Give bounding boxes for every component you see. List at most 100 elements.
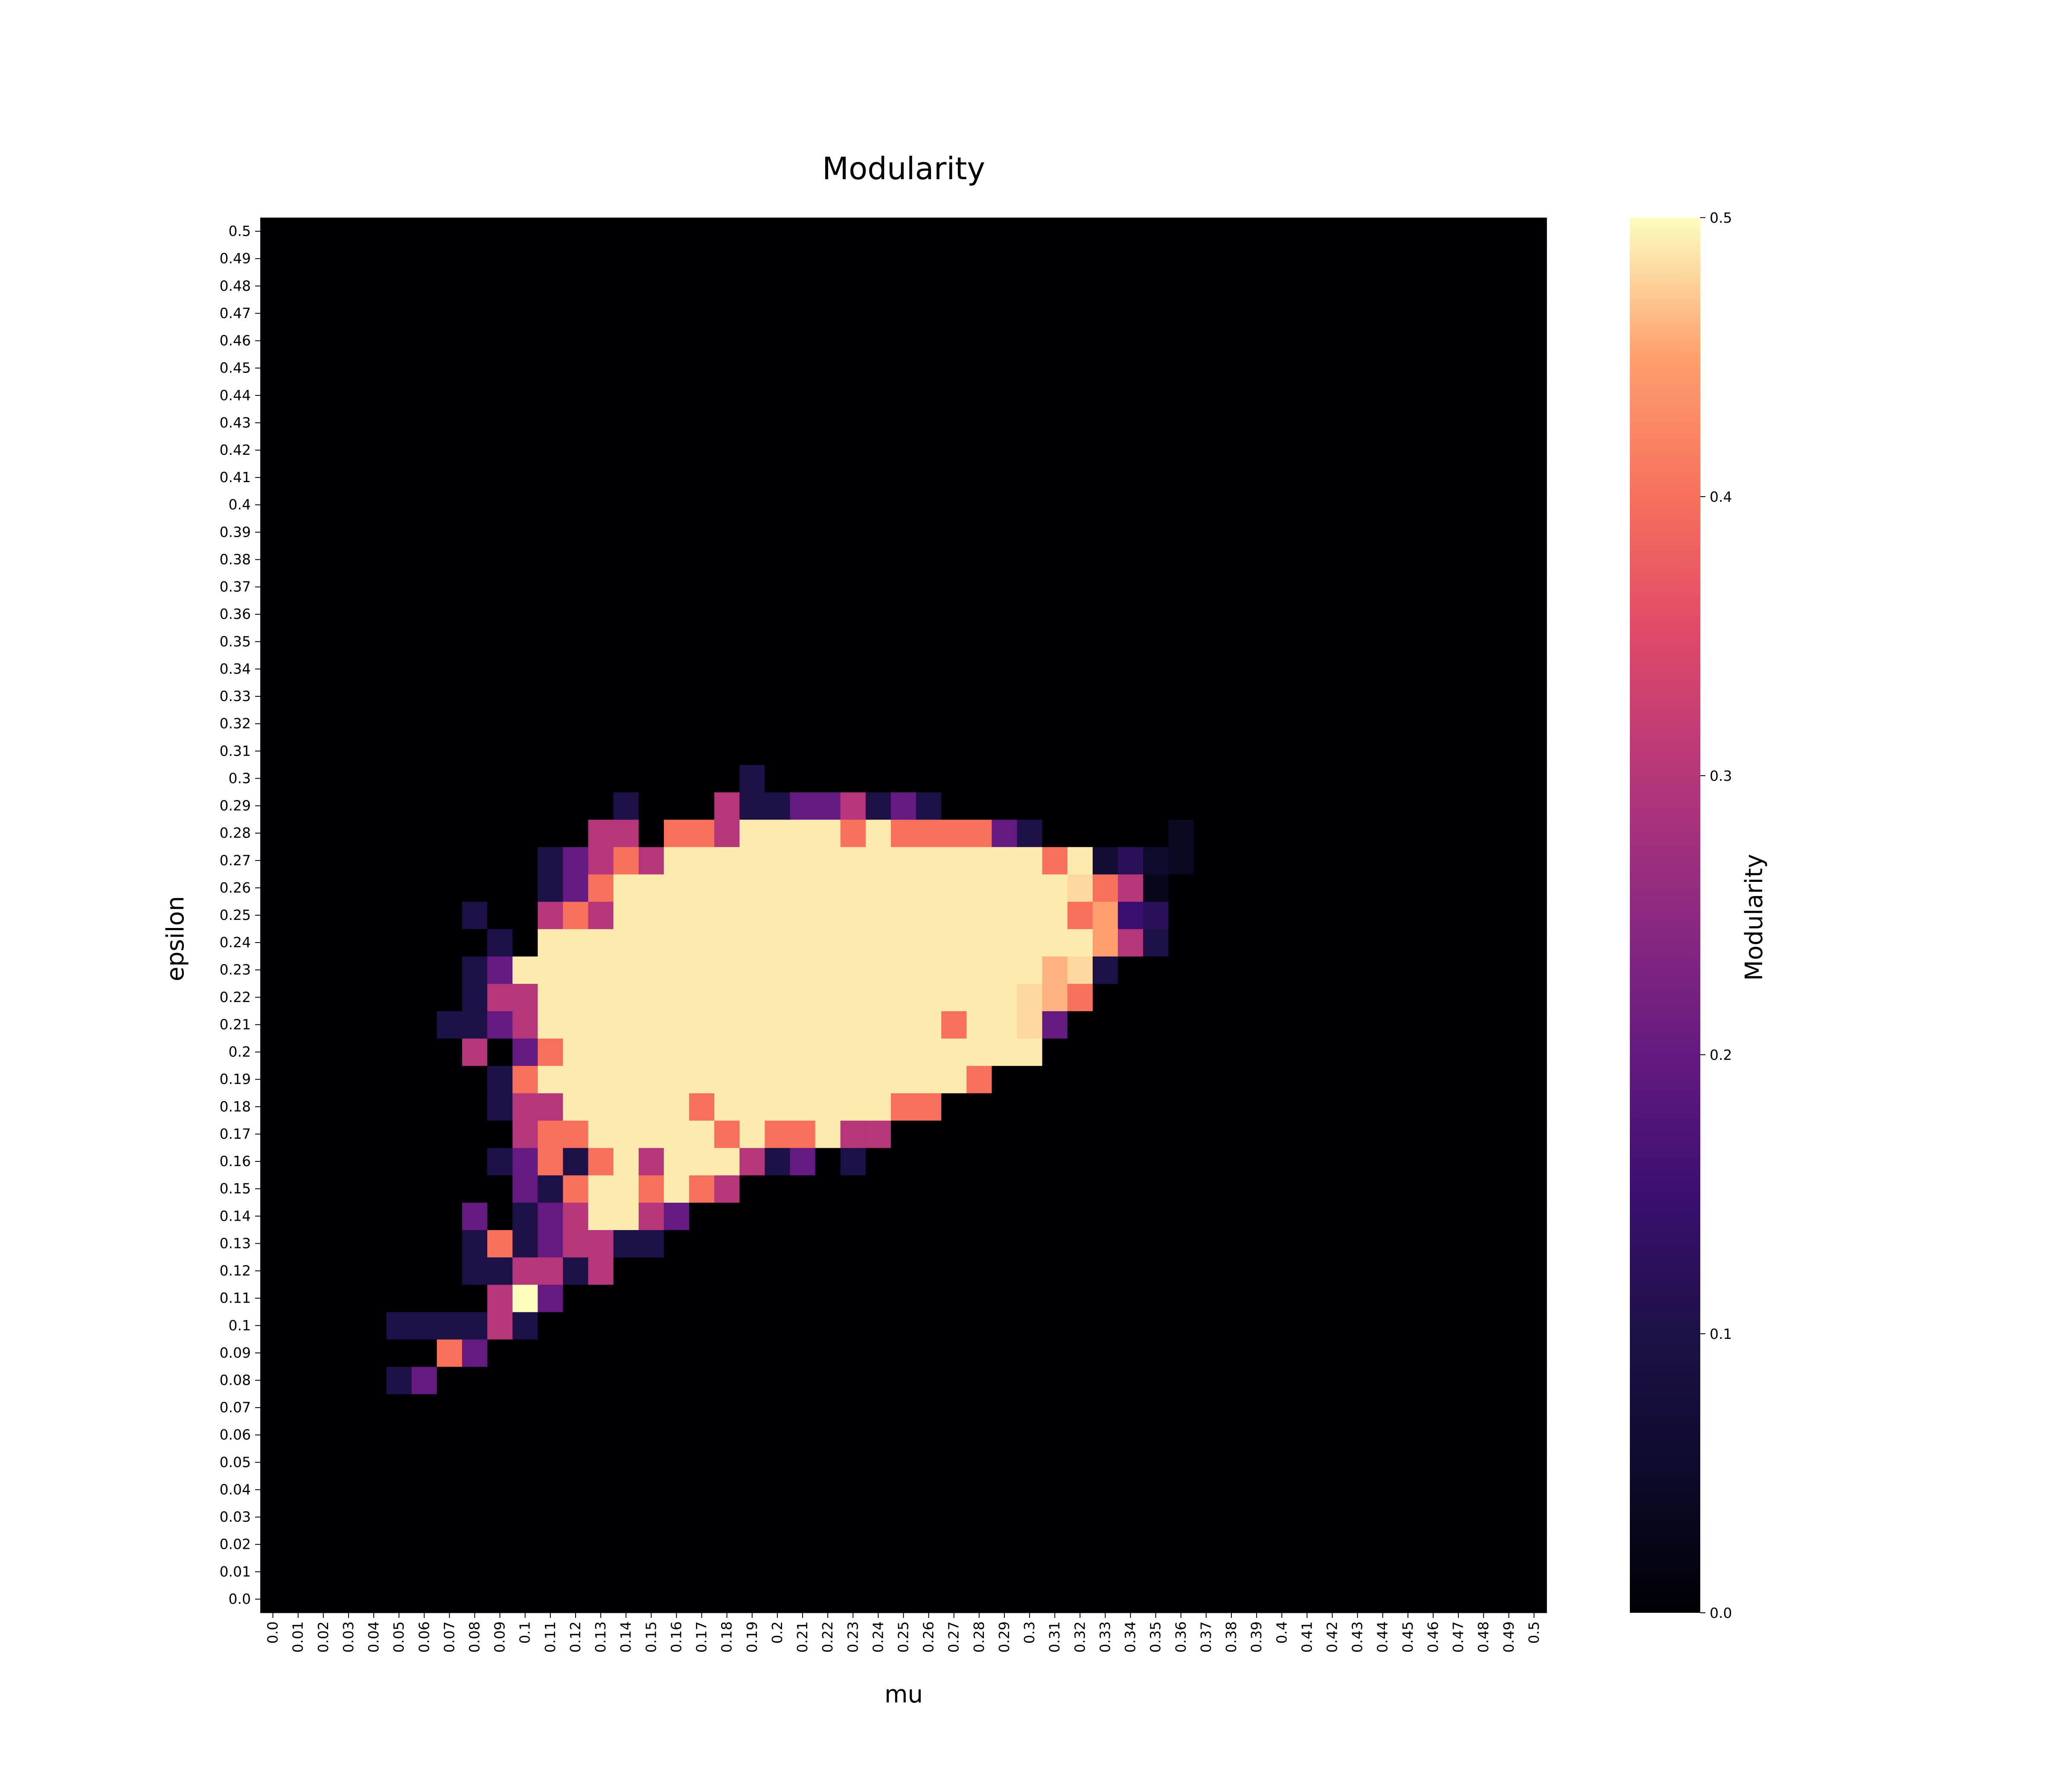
heatmap-cell: [588, 1449, 614, 1477]
heatmap-cell: [588, 1585, 614, 1613]
heatmap-cell: [336, 983, 362, 1012]
heatmap-cell: [790, 655, 816, 683]
heatmap-cell: [462, 847, 488, 875]
heatmap-cell: [790, 1530, 816, 1559]
heatmap-cell: [1067, 600, 1093, 628]
heatmap-cell: [1042, 1366, 1068, 1394]
heatmap-cell: [1420, 1120, 1446, 1148]
y-tick-label: 0.0: [229, 1591, 251, 1607]
heatmap-cell: [1446, 354, 1472, 382]
heatmap-cell: [1446, 1038, 1472, 1066]
heatmap-cell: [285, 956, 311, 984]
heatmap-cell: [1294, 929, 1320, 957]
heatmap-cell: [361, 381, 387, 410]
heatmap-cell: [487, 1339, 513, 1367]
heatmap-cell: [1345, 1148, 1370, 1175]
heatmap-cell: [1269, 1476, 1295, 1504]
heatmap-cell: [714, 1093, 740, 1121]
heatmap-cell: [638, 628, 664, 656]
heatmap-cell: [840, 546, 866, 574]
heatmap-cell: [538, 436, 564, 464]
heatmap-cell: [361, 464, 387, 492]
heatmap-cell: [1521, 1093, 1547, 1121]
heatmap-cell: [1370, 1558, 1396, 1586]
heatmap-cell: [1092, 1394, 1118, 1422]
heatmap-cell: [739, 218, 765, 245]
heatmap-cell: [336, 628, 362, 656]
heatmap-cell: [386, 1038, 412, 1066]
heatmap-cell: [1345, 1339, 1370, 1367]
heatmap-cell: [1017, 464, 1043, 492]
heatmap-cell: [1143, 573, 1169, 601]
heatmap-cell: [311, 737, 336, 765]
y-tick-label: 0.13: [220, 1235, 251, 1251]
heatmap-cell: [1118, 491, 1143, 519]
heatmap-cell: [765, 819, 791, 847]
heatmap-cell: [765, 1202, 791, 1230]
heatmap-cell: [890, 956, 916, 984]
heatmap-cell: [890, 901, 916, 929]
heatmap-cell: [1193, 436, 1219, 464]
heatmap-cell: [1370, 792, 1396, 820]
heatmap-cell: [411, 354, 437, 382]
heatmap-cell: [1193, 1175, 1219, 1203]
heatmap-cell: [1092, 300, 1118, 328]
heatmap-cell: [588, 518, 614, 547]
heatmap-cell: [1395, 847, 1421, 875]
heatmap-cell: [714, 436, 740, 464]
heatmap-cell: [563, 1530, 589, 1559]
heatmap-cell: [563, 1011, 589, 1039]
heatmap-cell: [1370, 409, 1396, 437]
heatmap-cell: [386, 300, 412, 328]
heatmap-cell: [1395, 272, 1421, 300]
heatmap-cell: [285, 518, 311, 547]
heatmap-cell: [1446, 436, 1472, 464]
heatmap-cell: [1420, 737, 1446, 765]
heatmap-cell: [538, 765, 564, 793]
heatmap-cell: [941, 436, 967, 464]
heatmap-cell: [714, 1558, 740, 1586]
heatmap-cell: [966, 1175, 992, 1203]
heatmap-cell: [815, 1065, 841, 1094]
heatmap-cell: [411, 683, 437, 710]
heatmap-cell: [462, 1449, 488, 1477]
heatmap-cell: [538, 518, 564, 547]
heatmap-cell: [1017, 381, 1043, 410]
heatmap-cell: [1219, 737, 1245, 765]
heatmap-cell: [311, 1312, 336, 1340]
heatmap-cell: [1219, 1312, 1245, 1340]
heatmap-cell: [689, 1394, 715, 1422]
heatmap-cell: [487, 1503, 513, 1531]
heatmap-cell: [588, 491, 614, 519]
heatmap-cell: [487, 901, 513, 929]
heatmap-cell: [1092, 1257, 1118, 1285]
heatmap-cell: [941, 710, 967, 738]
heatmap-cell: [1092, 819, 1118, 847]
heatmap-cell: [1446, 1148, 1472, 1175]
heatmap-cell: [1118, 1585, 1143, 1613]
heatmap-cell: [714, 901, 740, 929]
heatmap-cell: [638, 245, 664, 273]
heatmap-cell: [1118, 1503, 1143, 1531]
heatmap-cell: [588, 819, 614, 847]
heatmap-cell: [840, 491, 866, 519]
heatmap-cell: [1042, 327, 1068, 355]
heatmap-cell: [1496, 272, 1522, 300]
heatmap-cell: [1118, 1120, 1143, 1148]
heatmap-cell: [285, 1148, 311, 1175]
heatmap-cell: [790, 901, 816, 929]
heatmap-cell: [638, 436, 664, 464]
y-tick-label: 0.16: [220, 1153, 251, 1169]
heatmap-cell: [739, 1202, 765, 1230]
heatmap-cell: [1294, 491, 1320, 519]
heatmap-cell: [1244, 1284, 1270, 1312]
heatmap-cell: [865, 600, 891, 628]
heatmap-cell: [1370, 1503, 1396, 1531]
heatmap-cell: [436, 1312, 463, 1340]
y-axis-ticks: 0.00.010.020.030.040.050.060.070.080.090…: [220, 223, 260, 1607]
heatmap-cell: [1143, 1202, 1169, 1230]
heatmap-cell: [689, 1366, 715, 1394]
heatmap-cell: [1294, 600, 1320, 628]
heatmap-cell: [663, 1120, 689, 1148]
heatmap-cell: [1168, 1175, 1194, 1203]
